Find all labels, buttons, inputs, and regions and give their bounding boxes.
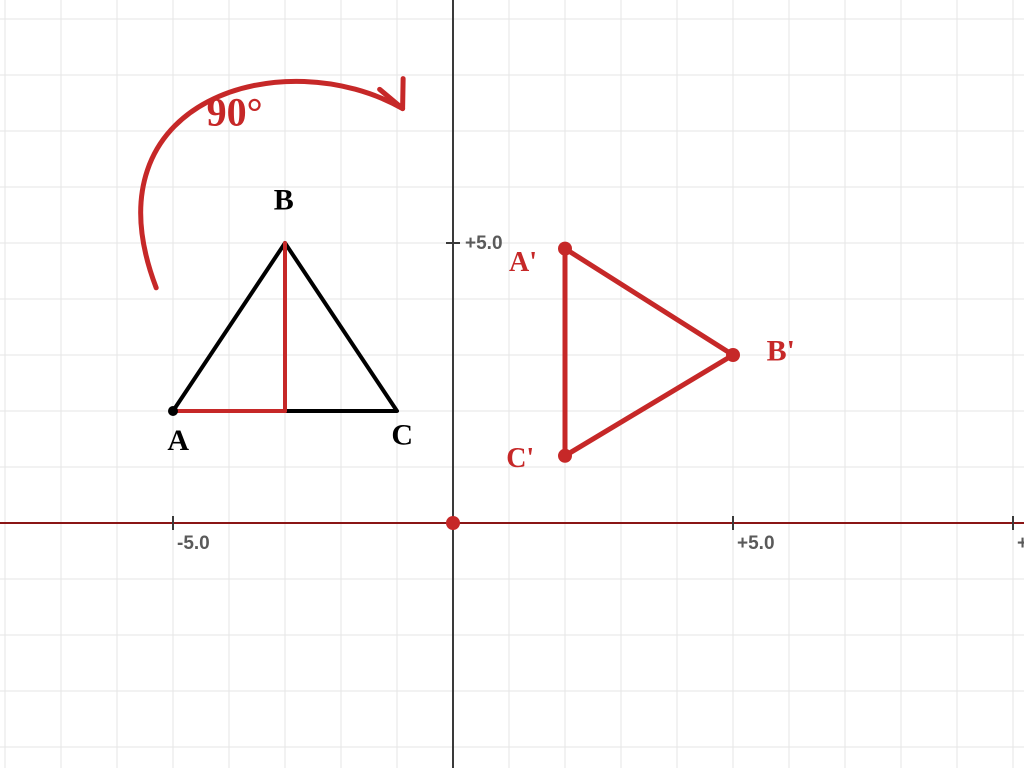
vertex-a-dot xyxy=(168,406,178,416)
origin-dot xyxy=(446,516,460,530)
rotation-arc xyxy=(141,81,403,287)
rotation-label: 90° xyxy=(207,89,263,134)
rotated-vertex-label: C' xyxy=(506,443,534,474)
axes-layer xyxy=(0,0,1024,768)
x-tick-label: +10 xyxy=(1017,533,1024,554)
rotated-vertex-label: B' xyxy=(767,335,795,368)
x-tick-label: +5.0 xyxy=(737,533,775,554)
rotated-vertex-dot xyxy=(558,449,572,463)
y-tick-label: +5.0 xyxy=(465,233,503,254)
annotation-layer: 90° xyxy=(141,79,403,288)
coordinate-grid-diagram: 0.0-5.0+5.0+10+5.0+10.0 ABCA'B'C' 90° xyxy=(0,0,1024,768)
rotated-vertex-dot xyxy=(558,242,572,256)
triangle-rotated xyxy=(565,249,733,456)
x-tick-label: -5.0 xyxy=(177,533,210,554)
vertex-label-b: B xyxy=(274,183,294,216)
rotated-vertex-label: A' xyxy=(509,247,537,278)
rotated-vertex-dot xyxy=(726,348,740,362)
vertex-label-c: C xyxy=(391,419,413,452)
grid-layer xyxy=(0,0,1024,768)
vertex-label-a: A xyxy=(167,424,189,457)
